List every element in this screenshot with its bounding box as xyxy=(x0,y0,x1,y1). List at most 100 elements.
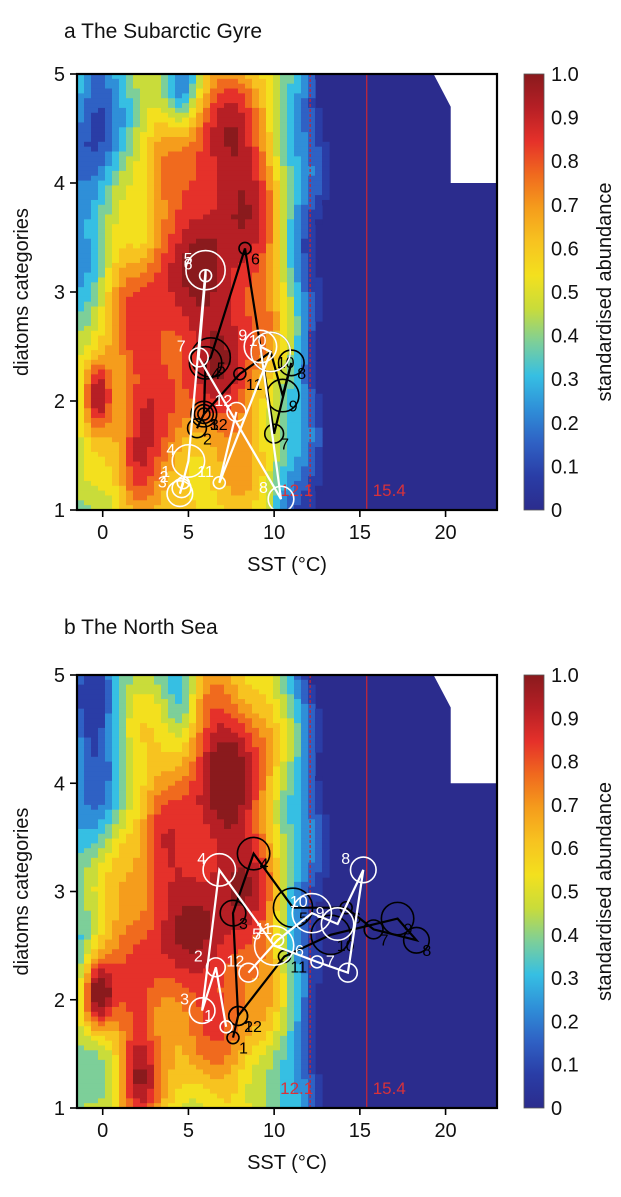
heatmap-cell xyxy=(98,858,106,863)
heatmap-cell xyxy=(98,968,106,973)
heatmap-cell xyxy=(266,210,274,215)
heatmap-cell xyxy=(161,394,169,399)
heatmap-cell xyxy=(175,810,183,815)
heatmap-cell xyxy=(105,229,113,234)
heatmap-cell xyxy=(161,781,169,786)
heatmap-cell xyxy=(238,161,246,166)
heatmap-cell xyxy=(210,457,218,462)
heatmap-cell xyxy=(154,408,162,413)
heatmap-cell xyxy=(98,491,106,496)
heatmap-cell xyxy=(112,350,120,355)
heatmap-cell xyxy=(203,481,211,486)
heatmap-cell xyxy=(91,282,99,287)
heatmap-cell xyxy=(168,219,176,224)
heatmap-cell xyxy=(266,326,274,331)
heatmap-cell xyxy=(147,132,155,137)
heatmap-cell xyxy=(266,219,274,224)
heatmap-cell xyxy=(203,1079,211,1084)
heatmap-cell xyxy=(182,959,190,964)
heatmap-cell xyxy=(126,336,134,341)
heatmap-cell xyxy=(189,1098,197,1103)
heatmap-cell xyxy=(217,185,225,190)
heatmap-cell xyxy=(98,423,106,428)
heatmap-cell xyxy=(133,142,141,147)
heatmap-cell xyxy=(98,336,106,341)
heatmap-cell xyxy=(266,287,274,292)
heatmap-cell xyxy=(154,790,162,795)
heatmap-cell xyxy=(98,834,106,839)
heatmap-cell xyxy=(147,297,155,302)
heatmap-cell xyxy=(231,137,239,142)
heatmap-cell xyxy=(84,84,92,89)
heatmap-cell xyxy=(91,418,99,423)
heatmap-cell xyxy=(231,462,239,467)
heatmap-cell xyxy=(105,108,113,113)
heatmap-cell xyxy=(266,311,274,316)
heatmap-cell xyxy=(175,79,183,84)
heatmap-cell xyxy=(203,786,211,791)
heatmap-cell xyxy=(175,297,183,302)
heatmap-cell xyxy=(210,195,218,200)
heatmap-cell xyxy=(259,302,267,307)
point-label: 8 xyxy=(297,366,306,383)
heatmap-cell xyxy=(147,877,155,882)
heatmap-cell xyxy=(168,815,176,820)
heatmap-cell xyxy=(147,171,155,176)
heatmap-cell xyxy=(301,428,309,433)
heatmap-cell xyxy=(154,350,162,355)
heatmap-cell xyxy=(168,263,176,268)
heatmap-cell xyxy=(84,307,92,312)
heatmap-cell xyxy=(294,176,302,181)
heatmap-cell xyxy=(182,89,190,94)
x-tick-label: 20 xyxy=(434,522,456,544)
colorbar-tick-label: 1.0 xyxy=(551,64,579,86)
heatmap-cell xyxy=(154,1050,162,1055)
heatmap-cell xyxy=(119,973,127,978)
heatmap-cell xyxy=(287,263,295,268)
heatmap-cell xyxy=(287,316,295,321)
heatmap-cell xyxy=(154,795,162,800)
heatmap-cell xyxy=(119,1007,127,1012)
heatmap-cell xyxy=(259,200,267,205)
heatmap-cell xyxy=(105,389,113,394)
heatmap-cell xyxy=(287,113,295,118)
heatmap-cell xyxy=(203,694,211,699)
heatmap-cell xyxy=(91,930,99,935)
heatmap-cell xyxy=(231,195,239,200)
heatmap-cell xyxy=(294,307,302,312)
heatmap-cell xyxy=(252,93,260,98)
heatmap-cell xyxy=(154,365,162,370)
heatmap-cell xyxy=(168,925,176,930)
heatmap-cell xyxy=(280,132,288,137)
heatmap-cell xyxy=(77,258,85,263)
heatmap-cell xyxy=(126,1026,134,1031)
heatmap-cell xyxy=(161,747,169,752)
heatmap-cell xyxy=(112,776,120,781)
heatmap-cell xyxy=(126,442,134,447)
heatmap-cell xyxy=(287,84,295,89)
heatmap-cell xyxy=(119,1070,127,1075)
heatmap-cell xyxy=(203,103,211,108)
heatmap-cell xyxy=(273,292,281,297)
heatmap-cell xyxy=(308,161,316,166)
heatmap-field xyxy=(77,675,497,1109)
heatmap-cell xyxy=(140,786,148,791)
heatmap-cell xyxy=(210,190,218,195)
heatmap-cell xyxy=(161,1031,169,1036)
heatmap-cell xyxy=(301,137,309,142)
heatmap-cell xyxy=(315,166,323,171)
heatmap-cell xyxy=(168,771,176,776)
heatmap-cell xyxy=(196,728,204,733)
heatmap-cell xyxy=(77,834,85,839)
heatmap-cell xyxy=(147,925,155,930)
heatmap-cell xyxy=(196,282,204,287)
heatmap-cell xyxy=(119,224,127,229)
heatmap-cell xyxy=(301,297,309,302)
heatmap-cell xyxy=(252,350,260,355)
heatmap-cell xyxy=(203,1026,211,1031)
heatmap-cell xyxy=(308,156,316,161)
heatmap-cell xyxy=(84,728,92,733)
heatmap-cell xyxy=(147,122,155,127)
heatmap-cell xyxy=(182,224,190,229)
heatmap-cell xyxy=(126,326,134,331)
